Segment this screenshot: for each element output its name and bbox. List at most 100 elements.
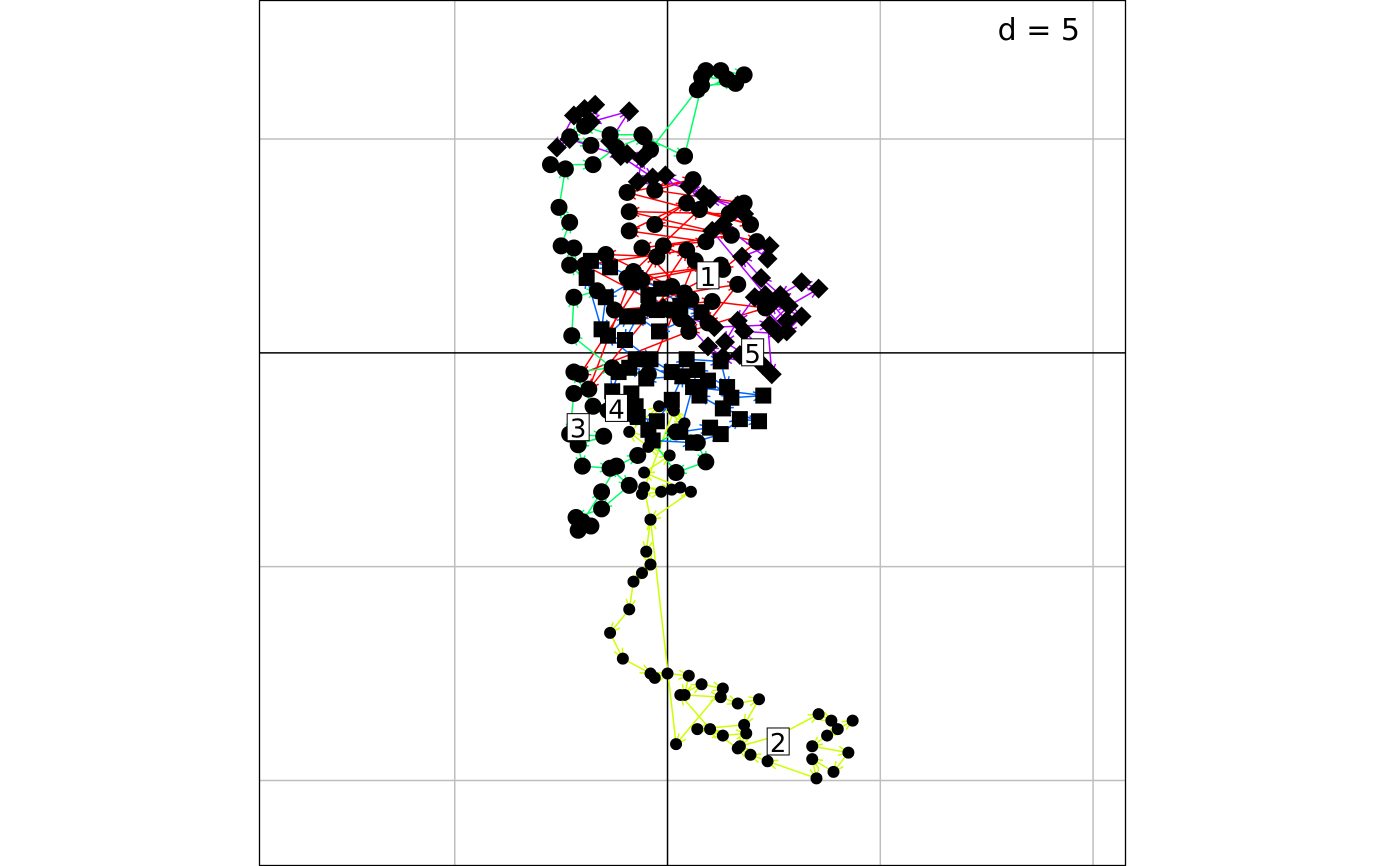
group-4-point (731, 411, 748, 428)
grid-lines (259, 0, 1125, 866)
group-5-point (732, 246, 753, 267)
group-5-point (693, 184, 714, 205)
group-5-point (563, 105, 584, 126)
group-2-point (627, 575, 640, 588)
group-5-point (776, 310, 797, 331)
group-4-point (672, 423, 689, 440)
group-5-point (653, 297, 674, 318)
group-2-point (812, 708, 825, 721)
group-5-point (791, 306, 812, 327)
scale-label: d = 5 (998, 13, 1080, 48)
group-4-point (644, 432, 661, 449)
group-4-point (616, 331, 633, 348)
group-4-point (751, 413, 768, 430)
group-3-point (542, 156, 560, 174)
group-3-point (620, 476, 638, 494)
group-3-point (565, 239, 583, 257)
group-4-point (597, 289, 614, 306)
group-2-point (661, 667, 674, 680)
group-2-point (623, 425, 636, 438)
group-5-point (770, 285, 791, 306)
group-1-point (580, 380, 598, 398)
group-3-point (595, 427, 613, 445)
group-3-point (607, 457, 625, 475)
group-3-point (688, 81, 706, 99)
group-4-point (685, 379, 702, 396)
group-2-point (670, 738, 683, 751)
group-1-point (676, 284, 694, 302)
group-1-point (646, 216, 664, 234)
group-5-point (734, 203, 755, 224)
group-3-point (676, 147, 694, 165)
group-3-point (573, 513, 591, 531)
group-4-point (685, 434, 702, 451)
group-2-point (825, 714, 838, 727)
group-5-point (627, 171, 648, 192)
group-3-point (629, 446, 647, 464)
group-2-point (648, 671, 661, 684)
group-2-point (635, 567, 648, 580)
group-4-point (602, 259, 619, 276)
group-3-point (561, 213, 579, 231)
group-2-point (640, 545, 653, 558)
group-3-point (697, 453, 715, 471)
group-2-point (740, 727, 753, 740)
group-2-point (827, 765, 840, 778)
group-4-point (627, 398, 644, 415)
group-label-5: 5 (741, 338, 765, 370)
group-2-point (616, 652, 629, 665)
group-5-point (712, 347, 733, 368)
group-2-point (806, 740, 819, 753)
group-2-point (695, 678, 708, 691)
group-4-point (627, 269, 644, 286)
group-5-point (727, 310, 748, 331)
group-5-point (678, 176, 699, 197)
group-1-point (690, 201, 708, 219)
group-3-point (712, 62, 730, 80)
group-3-point (565, 384, 583, 402)
group-4-point (702, 419, 719, 436)
group-5-point (546, 137, 567, 158)
group-4-point (582, 252, 599, 269)
group-2-point (704, 723, 717, 736)
group-4-point (578, 269, 595, 286)
group-5-point (759, 235, 780, 256)
group-1-point (648, 248, 666, 266)
group-5-point (702, 220, 723, 241)
group-1-point (722, 226, 740, 244)
group-2-point (638, 481, 651, 494)
group-2-point (716, 729, 729, 742)
group-2-point (644, 558, 657, 571)
group-4-point (640, 287, 657, 304)
group-2-point (604, 626, 617, 639)
group-3-point (584, 397, 602, 415)
group-5-point (600, 131, 621, 152)
trajectory-points (542, 62, 859, 785)
group-5-point (655, 165, 676, 186)
group-label-text: 4 (608, 395, 625, 425)
group-2-point (682, 669, 695, 682)
trajectory-arrows (548, 66, 855, 781)
group-2-point (753, 693, 766, 706)
group-3-point (552, 237, 570, 255)
group-4-point (642, 351, 659, 368)
group-4-point (663, 391, 680, 408)
group-4-point (693, 304, 710, 321)
group-5-point (697, 336, 718, 357)
group-label-2: 2 (766, 727, 790, 759)
group-3-point (556, 160, 574, 178)
group-3-point (565, 363, 583, 381)
group-3-point (584, 156, 602, 174)
group-5-point (776, 321, 797, 342)
group-4-point (755, 387, 772, 404)
group-2-point (653, 400, 666, 413)
group-1-point (678, 241, 696, 259)
group-5-point (757, 248, 778, 269)
group-5-point (631, 148, 652, 169)
group-2-point (655, 485, 668, 498)
group-2-point (684, 485, 697, 498)
group-2-point (821, 729, 834, 742)
group-4-point (719, 379, 736, 396)
group-2-point (663, 449, 676, 462)
group-1-point (618, 183, 636, 201)
